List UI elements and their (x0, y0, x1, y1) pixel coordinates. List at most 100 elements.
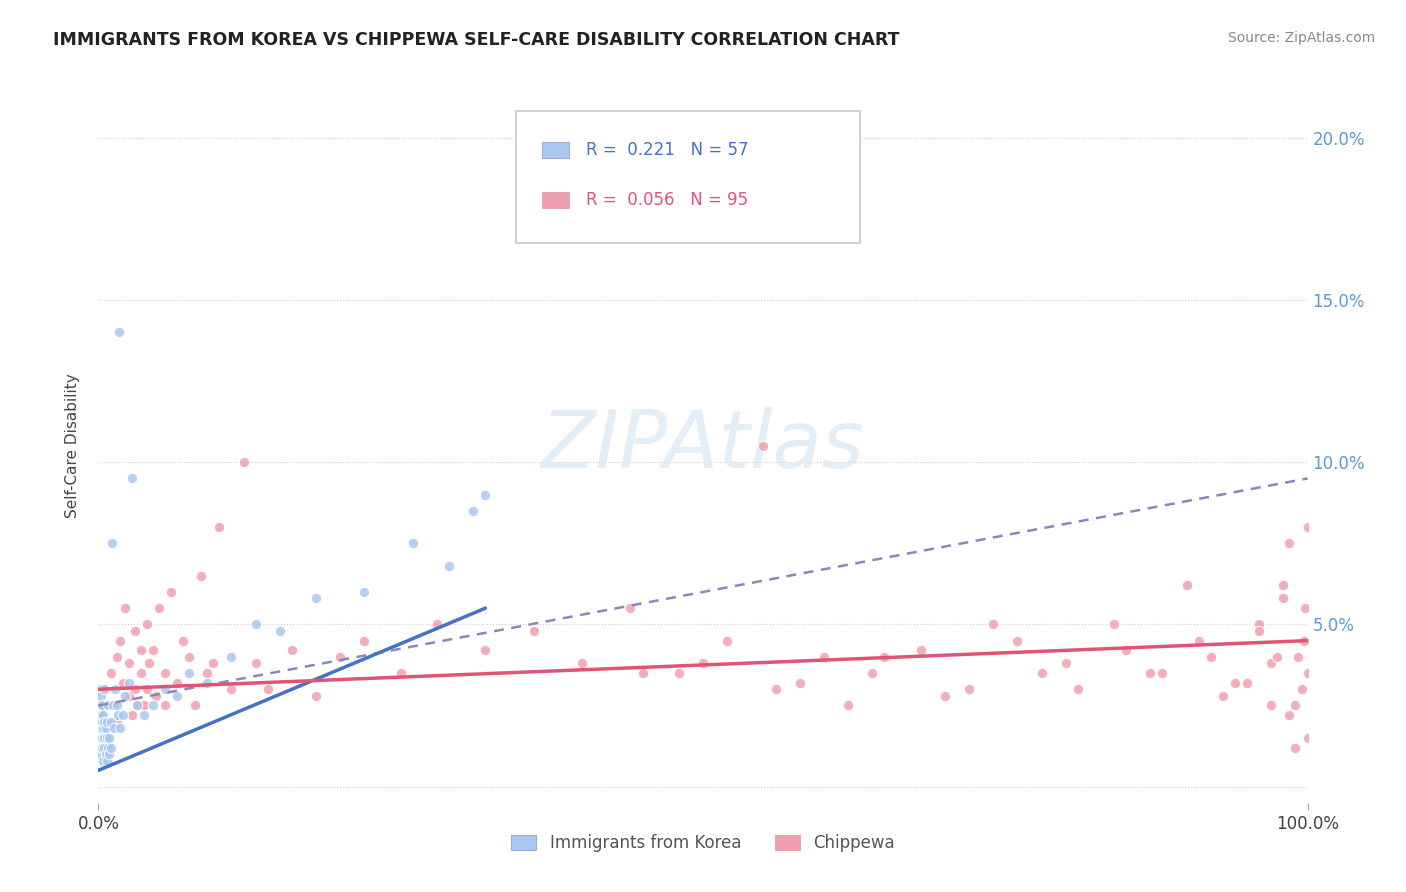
Point (402, 536, 425, 550)
Point (910, 643, 932, 657)
Point (1212, 689, 1234, 703)
Point (93, 731, 115, 745)
Point (172, 633, 194, 648)
Point (108, 326, 131, 340)
Point (1249, 617, 1271, 632)
Point (813, 649, 835, 664)
Point (305, 591, 328, 606)
Point (103, 721, 125, 735)
Point (765, 682, 787, 697)
Point (232, 455, 254, 469)
Point (91, 754, 114, 768)
Point (118, 689, 141, 703)
Point (631, 666, 654, 681)
Point (474, 488, 496, 502)
Point (245, 617, 267, 632)
Point (94, 721, 117, 735)
Point (129, 643, 152, 657)
Point (118, 675, 141, 690)
Point (184, 698, 207, 713)
Point (195, 666, 218, 681)
Text: IMMIGRANTS FROM KOREA VS CHIPPEWA SELF-CARE DISABILITY CORRELATION CHART: IMMIGRANTS FROM KOREA VS CHIPPEWA SELF-C… (53, 31, 900, 49)
Point (305, 689, 328, 703)
Point (221, 682, 243, 697)
Point (873, 649, 896, 664)
Point (98, 747, 121, 761)
Point (142, 643, 165, 657)
Point (1054, 657, 1077, 671)
Point (208, 520, 231, 534)
Point (789, 675, 811, 690)
Point (98, 731, 121, 745)
Text: R =  0.056   N = 95: R = 0.056 N = 95 (586, 191, 748, 209)
Point (860, 666, 883, 681)
Point (90, 747, 112, 761)
Point (100, 714, 122, 729)
Point (127, 698, 149, 713)
Point (166, 689, 188, 703)
Point (134, 708, 156, 723)
Point (89, 698, 111, 713)
Point (245, 657, 267, 671)
Point (101, 698, 124, 713)
Point (1236, 675, 1258, 690)
Point (153, 666, 176, 681)
Point (463, 504, 485, 518)
Point (934, 689, 956, 703)
Point (97, 698, 120, 713)
Point (619, 601, 641, 615)
Point (981, 617, 1004, 632)
Point (93, 682, 115, 697)
Point (121, 471, 143, 485)
Point (668, 666, 690, 681)
Point (91, 740, 114, 755)
Point (474, 643, 496, 657)
Point (1291, 682, 1313, 697)
Point (1272, 578, 1295, 592)
Point (148, 601, 170, 615)
Point (1007, 633, 1029, 648)
Point (90, 689, 112, 703)
Point (101, 698, 124, 713)
Point (104, 682, 127, 697)
Point (1152, 666, 1174, 681)
Point (1296, 520, 1319, 534)
Point (437, 559, 460, 574)
Point (1294, 601, 1316, 615)
Point (202, 657, 225, 671)
Point (1223, 675, 1246, 690)
Point (1272, 591, 1295, 606)
Point (108, 633, 131, 648)
Point (145, 689, 167, 703)
Point (114, 689, 136, 703)
FancyBboxPatch shape (543, 142, 569, 158)
Point (124, 682, 146, 697)
Text: Source: ZipAtlas.com: Source: ZipAtlas.com (1227, 31, 1375, 45)
Point (1067, 682, 1090, 697)
Legend: Immigrants from Korea, Chippewa: Immigrants from Korea, Chippewa (505, 828, 901, 859)
Point (93, 714, 115, 729)
Point (1284, 698, 1306, 713)
Point (179, 666, 201, 681)
Point (160, 585, 183, 599)
Point (1286, 649, 1309, 664)
Point (1188, 633, 1211, 648)
Text: ZIPAtlas: ZIPAtlas (541, 407, 865, 485)
Point (107, 708, 129, 723)
Point (692, 657, 714, 671)
Point (90, 731, 112, 745)
Point (111, 708, 134, 723)
Point (523, 624, 546, 638)
Point (716, 633, 738, 648)
Point (269, 624, 291, 638)
Point (1292, 633, 1315, 648)
Point (221, 649, 243, 664)
Point (96, 731, 118, 745)
Point (93, 740, 115, 755)
Point (105, 649, 128, 664)
Point (91, 731, 114, 745)
Point (1175, 578, 1198, 592)
Point (89, 682, 111, 697)
Point (957, 682, 980, 697)
Point (426, 617, 449, 632)
